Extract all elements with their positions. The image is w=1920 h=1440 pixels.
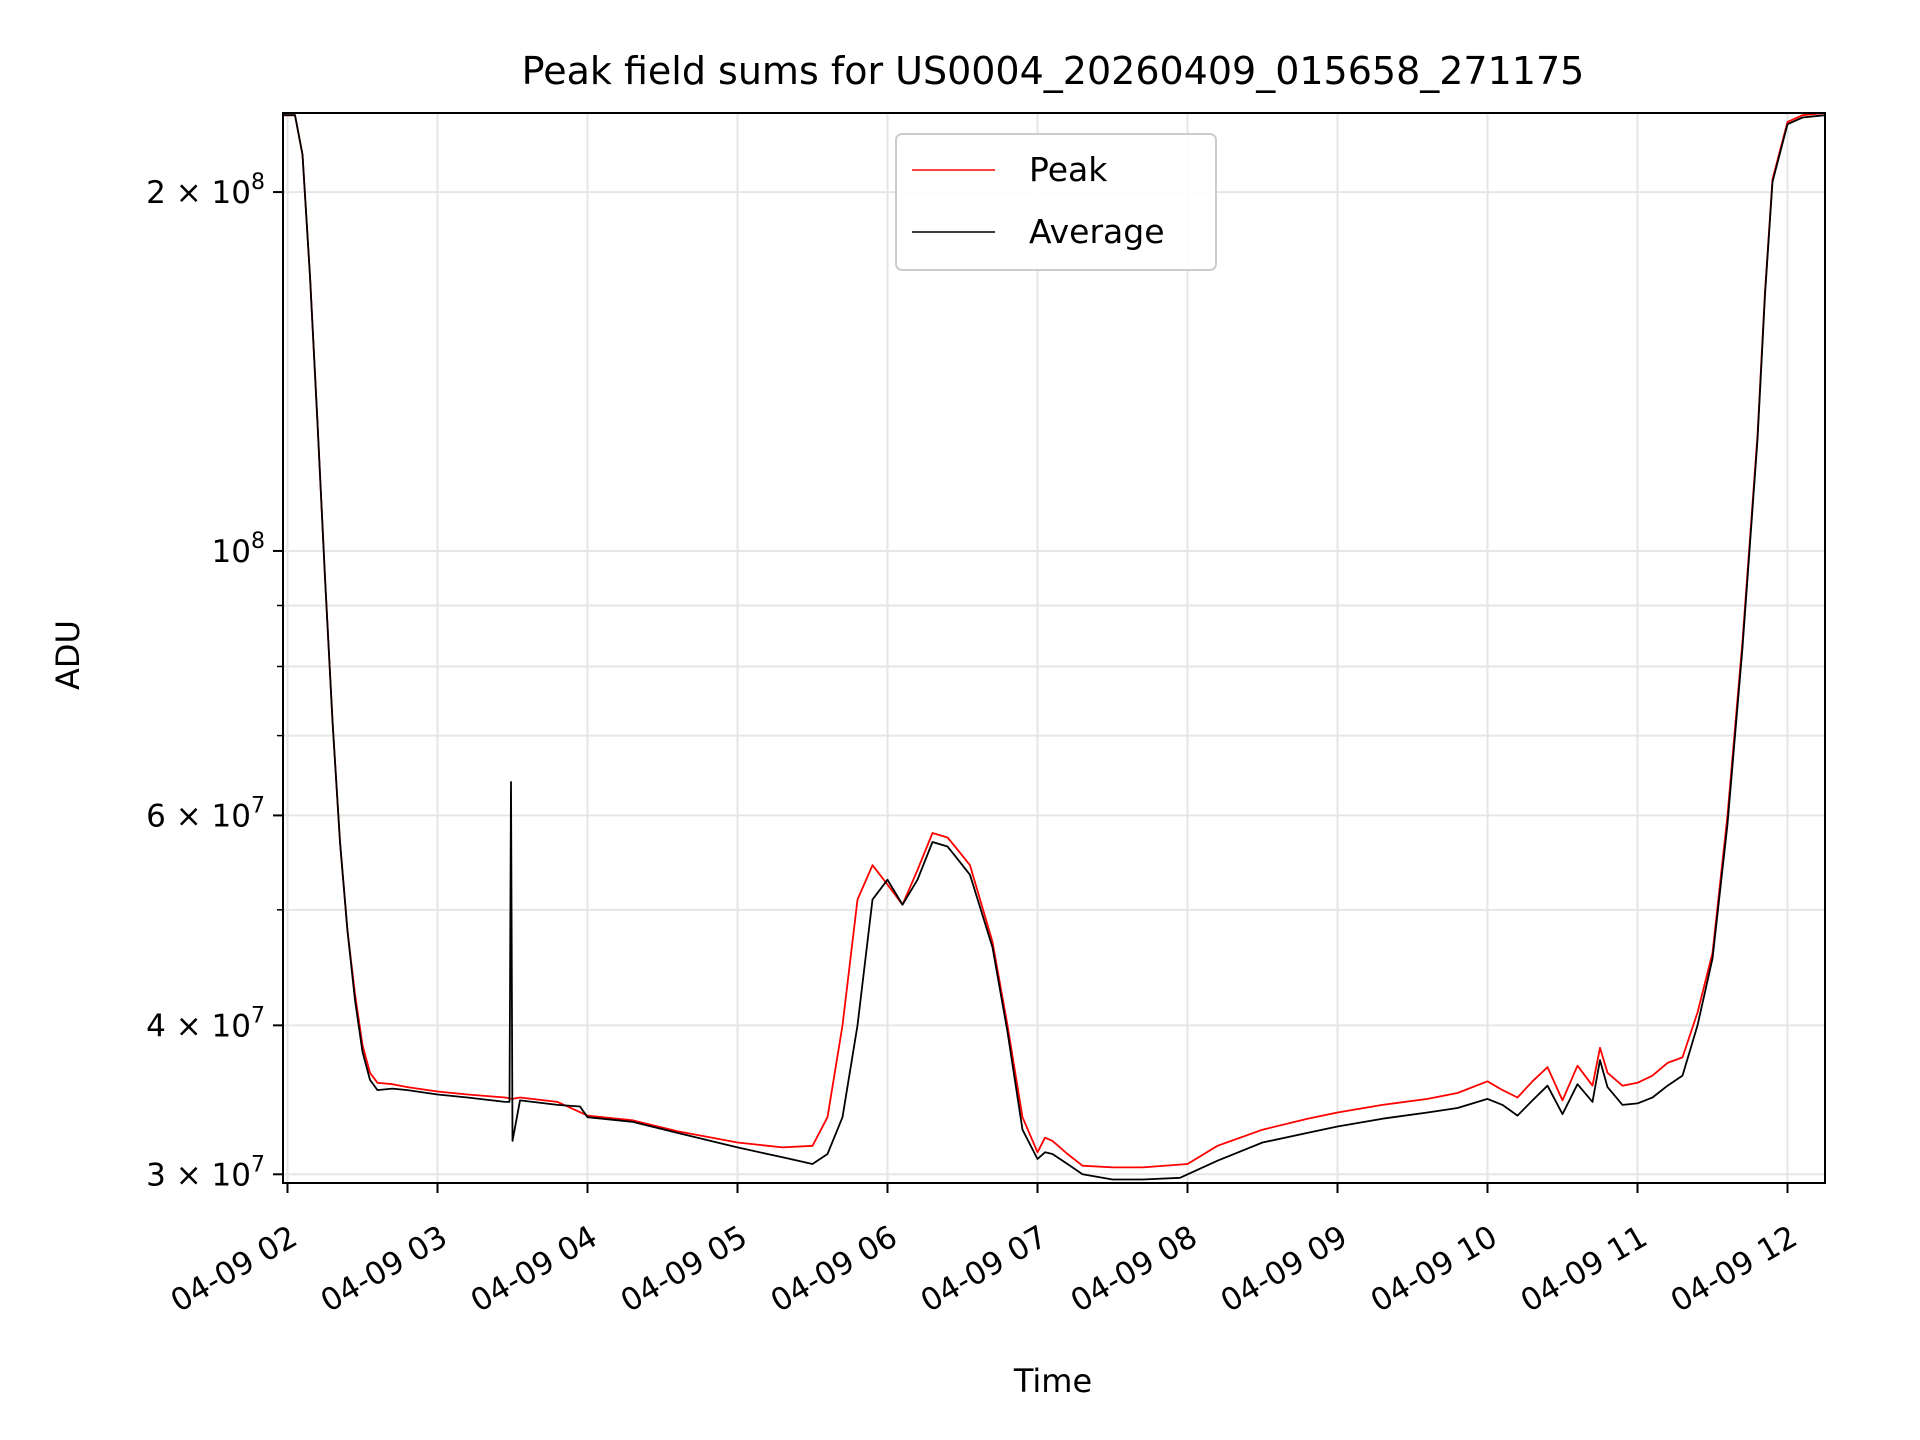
legend-peak-label: Peak <box>1029 150 1108 189</box>
series-line-average <box>283 114 1826 1181</box>
y-tick-label: 108 <box>212 529 265 570</box>
series-line-peak <box>283 112 1826 1169</box>
legend: Peak Average <box>895 133 1217 271</box>
series-group <box>283 112 1826 1181</box>
chart-title: Peak field sums for US0004_20260409_0156… <box>522 49 1585 93</box>
x-axis-label: Time <box>1013 1362 1092 1400</box>
plot-frame <box>282 112 1826 1184</box>
y-tick-label: 2 × 108 <box>146 170 265 211</box>
grid <box>283 113 1825 1183</box>
legend-average-label: Average <box>1029 212 1165 251</box>
y-tick-label: 3 × 107 <box>146 1152 265 1193</box>
legend-box <box>895 133 1217 271</box>
y-tick-label: 4 × 107 <box>146 1003 265 1044</box>
y-tick-label: 6 × 107 <box>146 793 265 834</box>
y-axis-label: ADU <box>49 620 87 690</box>
